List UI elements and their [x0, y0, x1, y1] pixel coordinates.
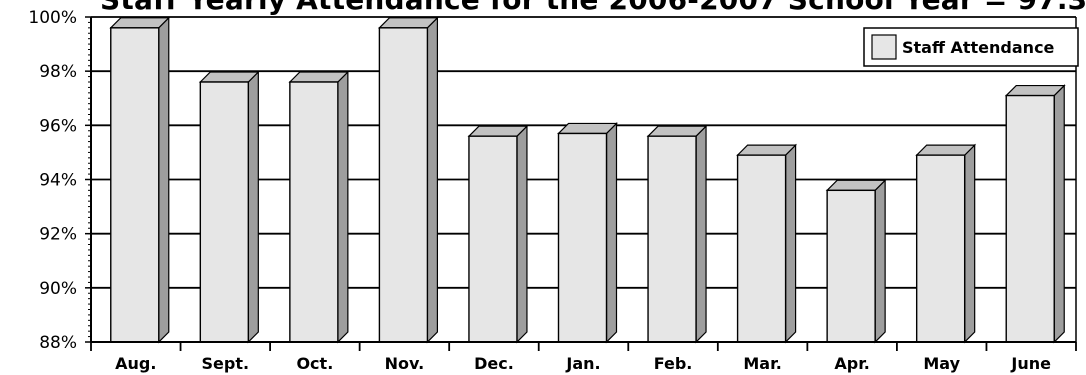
y-tick-label: 100%: [28, 8, 77, 28]
bar-top: [467, 125, 529, 137]
bar-front: [1005, 94, 1055, 343]
bar-top: [377, 17, 439, 29]
x-axis: Aug. Sept. Oct. Nov. Dec. Jan. Feb. Mar. Apr. May…: [90, 341, 1077, 373]
bar-front: [468, 135, 518, 343]
bar: [825, 178, 887, 344]
bar-top: [1004, 84, 1066, 97]
y-tick-label: 96%: [39, 116, 77, 136]
y-tick-label: 98%: [39, 62, 77, 82]
x-tick-label: Jan.: [565, 354, 600, 373]
bar-side: [605, 122, 618, 344]
x-tick-label: Sept.: [202, 354, 250, 373]
bar-front: [826, 189, 876, 343]
x-tick-label: Nov.: [385, 354, 425, 373]
bar-side: [695, 124, 707, 344]
y-axis: 88% 90% 92% 94% 96% 98% 100%: [28, 8, 1077, 353]
bar: [109, 16, 171, 344]
bar-side: [516, 124, 528, 344]
bar-side: [158, 16, 170, 344]
x-tick-label: Feb.: [654, 354, 693, 373]
bar: [1004, 84, 1066, 344]
x-tick-label: Aug.: [115, 354, 156, 373]
bar-front: [915, 154, 966, 343]
bar-top: [736, 144, 798, 156]
bar: [736, 143, 798, 344]
bar-front: [557, 132, 608, 343]
x-tick-label: Apr.: [834, 354, 870, 373]
bar-front: [378, 27, 429, 343]
bar-front: [289, 81, 339, 343]
bar-side: [964, 143, 976, 344]
x-tick-label: Mar.: [743, 354, 781, 373]
legend: Staff Attendance: [863, 27, 1079, 67]
x-tick-label: Dec.: [474, 354, 514, 373]
bar: [288, 70, 350, 344]
y-tick-label: 90%: [39, 279, 77, 299]
bar-front: [647, 135, 697, 343]
chart-title: Staff Yearly Attendance for the 2006-200…: [100, 0, 1086, 16]
bar-top: [288, 71, 350, 83]
bar-top: [646, 125, 708, 137]
bar-side: [426, 16, 439, 344]
bar-side: [1053, 84, 1065, 344]
bar: [646, 124, 708, 344]
bar-side: [247, 70, 259, 344]
bar-top: [198, 71, 260, 83]
bar-top: [825, 179, 887, 191]
y-tick-label: 94%: [39, 171, 77, 191]
bar-front: [110, 27, 160, 343]
x-tick-label: May: [923, 354, 960, 373]
legend-box: [863, 27, 1079, 67]
bar-front: [736, 154, 787, 343]
bar: [377, 16, 439, 344]
legend-label: Staff Attendance: [902, 38, 1055, 57]
bar: [198, 70, 260, 344]
bar-top: [557, 122, 618, 135]
y-tick-label: 92%: [39, 225, 77, 245]
legend-swatch: [871, 34, 897, 60]
x-tick-label: Oct.: [296, 354, 333, 373]
bar-side: [784, 143, 797, 344]
bar-side: [874, 178, 886, 344]
bar: [557, 122, 618, 344]
bar: [915, 143, 977, 344]
bar-side: [337, 70, 349, 344]
bar: [467, 124, 529, 344]
x-tick-label: June: [1010, 354, 1051, 373]
bar-front: [199, 81, 250, 343]
bar-top: [915, 144, 977, 156]
y-tick-label: 88%: [39, 333, 77, 353]
bar-top: [109, 17, 171, 29]
